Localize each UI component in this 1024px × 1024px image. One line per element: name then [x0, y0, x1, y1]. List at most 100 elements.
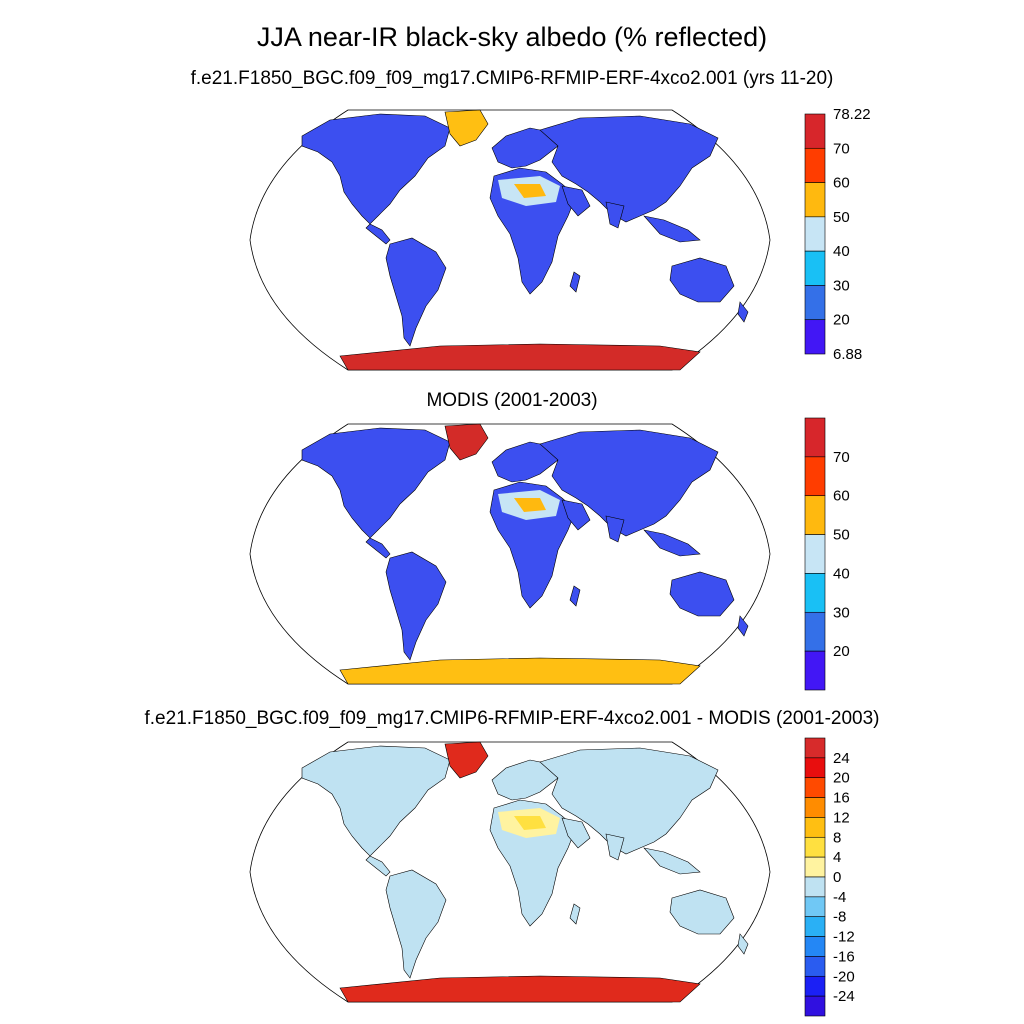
land-antarctica [339, 343, 701, 371]
colorbar-swatch [804, 956, 826, 977]
land-asia [539, 429, 719, 537]
colorbar-tick-label: -16 [833, 948, 855, 965]
land-europe [491, 127, 559, 169]
land-madagascar [569, 585, 581, 607]
colorbar-swatch [804, 319, 826, 355]
colorbar-swatch [804, 856, 826, 878]
colorbar-swatch [804, 113, 826, 149]
colorbar-tick-label: 60 [833, 175, 850, 192]
colorbar-swatch [804, 285, 826, 321]
land-greenland [444, 109, 489, 147]
land-india [605, 833, 625, 861]
colorbar-tick-label: 6.88 [833, 346, 862, 363]
panel-3-subtitle: f.e21.F1850_BGC.f09_f09_mg17.CMIP6-RFMIP… [144, 708, 880, 729]
colorbar-swatch [804, 216, 826, 252]
colorbar-tick-label: 30 [833, 277, 850, 294]
colorbar-swatch [804, 417, 826, 458]
colorbar-tick-label: 20 [833, 312, 850, 329]
colorbar-tick-label: 40 [833, 243, 850, 260]
land-asia [539, 747, 719, 855]
colorbar-tick-label: 12 [833, 809, 850, 826]
colorbar-tick-label: 50 [833, 527, 850, 544]
land-arabia [561, 499, 591, 531]
colorbar-swatch [804, 995, 826, 1017]
colorbar-tick-label: 70 [833, 449, 850, 466]
colorbar-swatch [804, 182, 826, 218]
land-europe [491, 759, 559, 801]
colorbar-tick-label: 78.22 [833, 106, 871, 123]
land-madagascar [569, 271, 581, 293]
colorbar-swatch [804, 456, 826, 497]
colorbar-tick-label: 50 [833, 209, 850, 226]
colorbar-tick-label: 40 [833, 565, 850, 582]
colorbar-swatch [804, 495, 826, 535]
land-greenland [444, 423, 489, 461]
land-arabia [561, 185, 591, 217]
land-central-america [365, 223, 391, 245]
land-madagascar [569, 903, 581, 925]
land-central-america [365, 855, 391, 877]
colorbar-swatch [804, 896, 826, 918]
desert-core [514, 816, 546, 830]
colorbar-tick-label: -24 [833, 988, 855, 1005]
land-se-asia [643, 529, 701, 557]
land-south-america [385, 869, 447, 979]
desert-core [514, 498, 546, 512]
land-india [605, 515, 625, 543]
land-masses [301, 109, 749, 371]
panel-1-subtitle: f.e21.F1850_BGC.f09_f09_mg17.CMIP6-RFMIP… [190, 68, 834, 89]
colorbar-tick-label: 60 [833, 488, 850, 505]
colorbar-tick-label: 8 [833, 829, 841, 846]
colorbar-swatch [804, 975, 826, 997]
land-greenland [444, 741, 489, 779]
land-arabia [561, 817, 591, 849]
colorbar-swatch [804, 573, 826, 613]
land-europe [491, 441, 559, 483]
panel-1-map [249, 109, 771, 371]
colorbar-swatch [804, 817, 826, 838]
land-se-asia [643, 847, 701, 875]
colorbar-swatch [804, 916, 826, 937]
colorbar-tick-label: 30 [833, 604, 850, 621]
colorbar-tick-label: 20 [833, 643, 850, 660]
panel-2-subtitle: MODIS (2001-2003) [426, 390, 598, 411]
panel-3-map [249, 741, 771, 1003]
land-masses [301, 741, 749, 1003]
colorbar-swatch [804, 797, 826, 818]
land-australia [669, 889, 735, 935]
colorbar-swatch [804, 534, 826, 574]
colorbar-swatch [804, 250, 826, 286]
land-australia [669, 257, 735, 303]
panel-2-map [249, 423, 771, 685]
land-new-zealand [737, 615, 749, 637]
colorbar-swatch [804, 777, 826, 798]
colorbar-tick-label: -4 [833, 889, 846, 906]
panel-1-colorbar: 78.22 70 60 50 40 30 20 6.88 [804, 106, 871, 363]
panel-2-colorbar: 70 60 50 40 30 20 [804, 417, 850, 691]
colorbar-tick-label: 0 [833, 869, 841, 886]
land-asia [539, 115, 719, 223]
land-india [605, 201, 625, 229]
land-north-america [301, 745, 451, 857]
colorbar-tick-label: 20 [833, 770, 850, 787]
land-new-zealand [737, 933, 749, 955]
colorbar-tick-label: 4 [833, 849, 841, 866]
desert-core [514, 184, 546, 198]
colorbar-tick-label: -20 [833, 968, 855, 985]
colorbar-swatch [804, 147, 826, 183]
land-se-asia [643, 215, 701, 243]
colorbar-tick-label: -12 [833, 929, 855, 946]
land-south-america [385, 551, 447, 661]
land-masses [301, 423, 749, 685]
land-south-america [385, 237, 447, 347]
colorbar-tick-label: 16 [833, 790, 850, 807]
colorbar-swatch [804, 650, 826, 691]
land-antarctica [339, 975, 701, 1003]
colorbar-swatch [804, 876, 826, 898]
figure-title: JJA near-IR black-sky albedo (% reflecte… [256, 22, 768, 52]
land-australia [669, 571, 735, 617]
colorbar-tick-label: 70 [833, 140, 850, 157]
colorbar-tick-label: -8 [833, 909, 846, 926]
colorbar-swatch [804, 936, 826, 957]
land-north-america [301, 427, 451, 539]
